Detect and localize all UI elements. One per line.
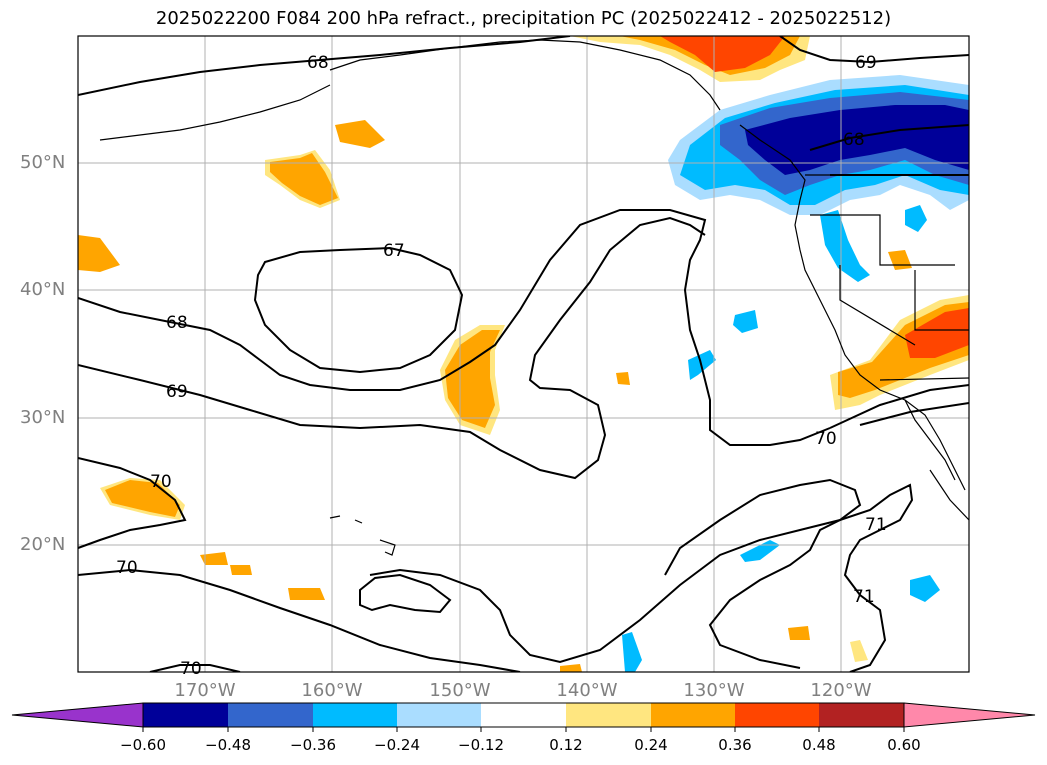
contour-label: 68 <box>166 313 188 333</box>
colorbar-segment <box>651 703 735 727</box>
contour-small-loop <box>359 573 452 614</box>
lon-label: 170°W <box>174 680 236 701</box>
colorbar-tick-label: −0.60 <box>120 736 166 754</box>
contour-label: 71 <box>865 515 887 535</box>
border-state-3 <box>914 270 969 331</box>
coastline-alaska <box>329 39 721 111</box>
colorbar-segment <box>397 703 481 727</box>
contour-label: 68 <box>843 130 865 150</box>
contour-label: 71 <box>853 587 875 607</box>
coastline-baja <box>904 399 956 481</box>
contour-71 <box>664 478 862 669</box>
precip-pos-region-center-orange <box>445 330 500 428</box>
contour-70-east <box>829 384 969 429</box>
colorbar-segment <box>481 703 566 727</box>
contour-label: 70 <box>116 558 138 578</box>
colorbar-tick-label: −0.48 <box>205 736 251 754</box>
colorbar-segment <box>819 703 904 727</box>
precip-neg-spot-5 <box>910 575 940 602</box>
colorbar-segment <box>313 703 397 727</box>
precip-pos-region-sw2 <box>200 552 228 565</box>
contour-label: 68 <box>307 53 329 73</box>
colorbar-segment <box>143 703 228 727</box>
border-us-mexico <box>879 377 969 381</box>
lon-label: 160°W <box>301 680 363 701</box>
contour-label: 69 <box>855 53 877 73</box>
contour-label: 67 <box>383 241 405 261</box>
precip-pos-region-se-red <box>905 308 969 358</box>
contour-68-north <box>78 36 571 96</box>
contour-label: 70 <box>180 659 202 679</box>
precip-pos-region-sw4 <box>288 588 325 600</box>
colorbar-segment <box>566 703 651 727</box>
contour-label: 69 <box>166 382 188 402</box>
map-title: 2025022200 F084 200 hPa refract., precip… <box>155 8 892 29</box>
precip-pos-region-w <box>78 235 120 272</box>
precip-neg-spot-2 <box>733 310 758 333</box>
precip-pos-spot-2 <box>788 626 810 640</box>
colorbar-tick-label: −0.12 <box>458 736 504 754</box>
precip-pos-spot-1 <box>888 250 912 270</box>
lon-label: 140°W <box>556 680 618 701</box>
contour-70-bottom <box>149 664 241 672</box>
contour-68-ne <box>809 124 969 151</box>
colorbar-tick-label: 0.60 <box>887 736 921 754</box>
colorbar-tick-label: −0.36 <box>290 736 336 754</box>
coastline-aleutians <box>99 84 331 141</box>
contour-70-ne2 <box>859 402 969 426</box>
lon-label: 150°W <box>429 680 491 701</box>
colorbar-extend-high <box>903 702 1036 728</box>
colorbar-tick-label: 0.48 <box>802 736 836 754</box>
contour-68-west <box>78 209 831 446</box>
colorbar-segment <box>228 703 313 727</box>
precip-neg-region-ne-darkest <box>745 105 969 175</box>
coastline-westcoast <box>739 124 966 491</box>
colorbar-segment <box>735 703 819 727</box>
contour-label: 70 <box>815 429 837 449</box>
precip-pos-spot-4 <box>616 372 630 385</box>
lat-label: 50°N <box>20 152 66 173</box>
hawaii-islands <box>329 515 396 556</box>
contour-67-loop <box>253 246 464 374</box>
precip-pos-spot-5 <box>560 664 582 672</box>
precip-pos-region-nw1-orange <box>270 153 338 205</box>
coastline-mexico-south <box>929 469 969 521</box>
precip-pos-region-nw2 <box>335 120 385 148</box>
lat-label: 40°N <box>20 279 66 300</box>
contour-70-southwest <box>78 568 521 672</box>
lat-label: 20°N <box>20 534 66 555</box>
colorbar-tick-label: 0.36 <box>718 736 752 754</box>
contour-69-ne <box>779 36 969 64</box>
contour-70-sw-loop <box>78 457 187 549</box>
precip-neg-coast-strip <box>820 210 870 282</box>
colorbar-extend-low <box>11 702 144 728</box>
map-frame <box>77 35 970 673</box>
precip-pos-region-sw3 <box>230 565 252 575</box>
colorbar-tick-label: 0.12 <box>549 736 583 754</box>
precip-pos-spot-3 <box>850 640 868 662</box>
contour-label: 70 <box>150 472 172 492</box>
contours <box>78 36 969 672</box>
colorbar-tick-label: 0.24 <box>634 736 668 754</box>
precip-fill-layer <box>78 36 969 672</box>
contour-69-west <box>78 216 706 480</box>
colorbar-ticks <box>142 727 905 732</box>
contour-70-south <box>369 483 914 672</box>
precip-neg-spot-6 <box>622 632 642 672</box>
precip-neg-spot-1 <box>905 205 927 232</box>
lat-label: 30°N <box>20 407 66 428</box>
colorbar <box>11 702 1036 732</box>
lon-label: 120°W <box>810 680 872 701</box>
border-state-2 <box>839 265 916 346</box>
precip-neg-spot-4 <box>740 540 780 562</box>
colorbar-tick-label: −0.24 <box>374 736 420 754</box>
map-grid <box>78 36 969 672</box>
contour-labels: 68 69 67 68 69 68 70 70 70 71 71 70 <box>116 53 887 679</box>
lon-label: 130°W <box>683 680 745 701</box>
colorbar-frame <box>142 702 905 728</box>
precip-pos-region-top-red <box>660 36 785 72</box>
border-state-1 <box>810 214 955 266</box>
